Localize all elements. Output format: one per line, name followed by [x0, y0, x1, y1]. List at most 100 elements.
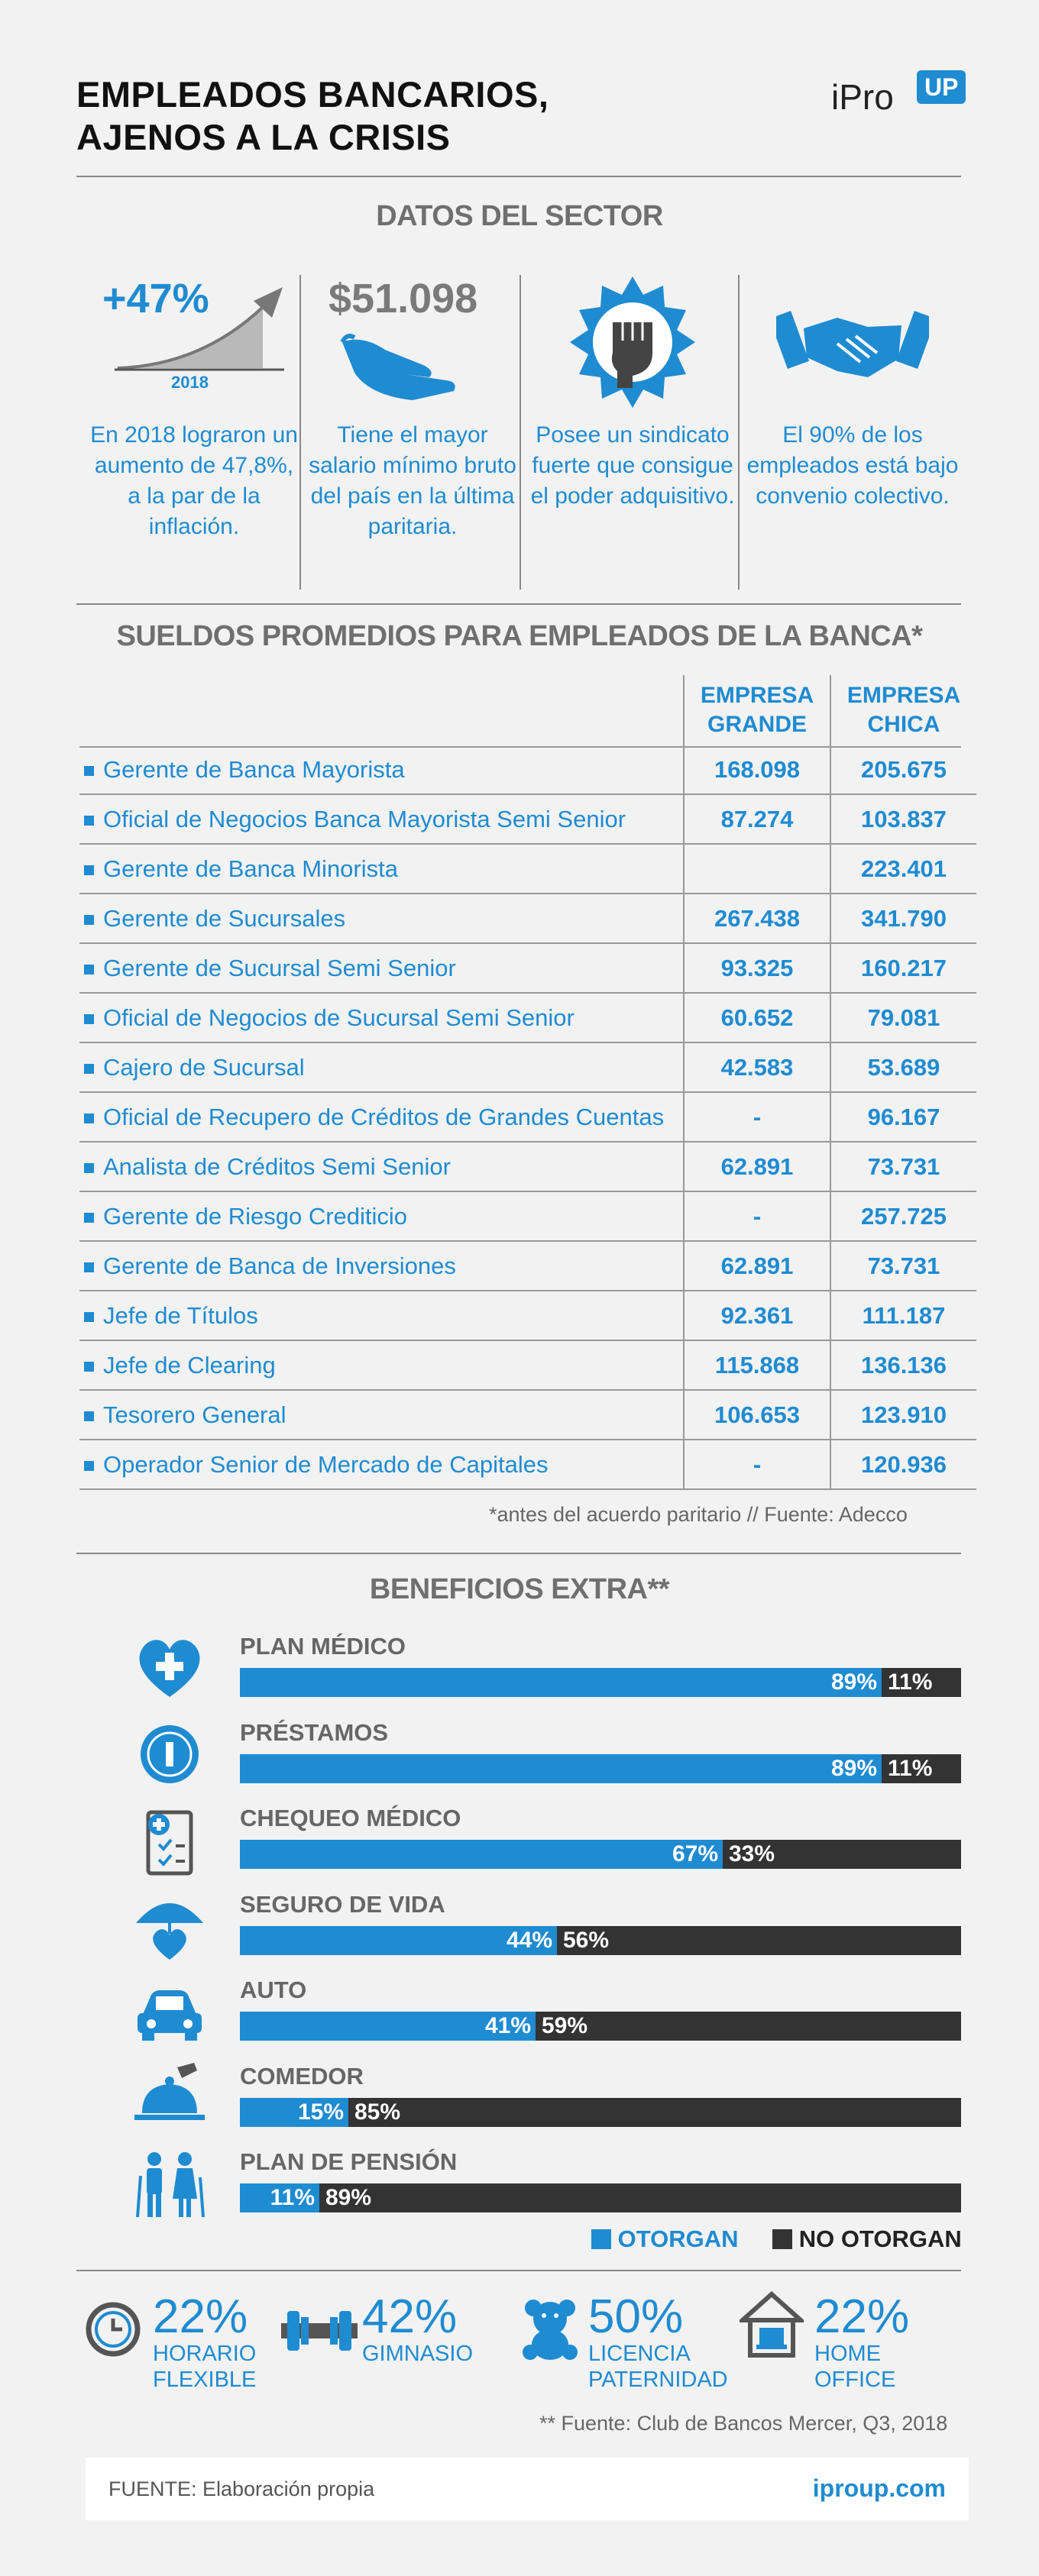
- title-line-2: AJENOS A LA CRISIS: [76, 117, 451, 157]
- salary-chica: 223.401: [830, 844, 976, 894]
- salary-value: $51.098: [329, 276, 478, 322]
- salary-grande: [683, 844, 830, 894]
- dumbbell-icon: [281, 2306, 358, 2355]
- sector-title: DATOS DEL SECTOR: [376, 200, 663, 232]
- footer-source: FUENTE: Elaboración propia: [108, 2477, 375, 2500]
- legend-yes: OTORGAN: [617, 2225, 739, 2252]
- table-row: Gerente de Banca de Inversiones 62.891 73.…: [79, 1241, 976, 1291]
- legend: OTORGAN NO OTORGAN: [591, 2225, 962, 2253]
- salary-grande: 42.583: [683, 1042, 830, 1093]
- growth-arrow-icon: [115, 287, 284, 371]
- bar-segment-otorgan: [240, 2183, 319, 2212]
- position-cell: Operador Senior de Mercado de Capitales: [79, 1440, 684, 1490]
- umbrella-heart-icon: [131, 1888, 208, 1964]
- salary-chica: 205.675: [830, 745, 976, 795]
- benefit-label: AUTO: [240, 1976, 307, 2003]
- bar-label-no-otorgan: 59%: [542, 2013, 588, 2038]
- salary-chica: 123.910: [830, 1390, 976, 1440]
- bullet-icon: [84, 1113, 94, 1123]
- benefit-bar: 89% 11%: [240, 1753, 961, 1783]
- position-label: Cajero de Sucursal: [103, 1053, 305, 1081]
- bullet-icon: [84, 1361, 94, 1372]
- footer-url[interactable]: iproup.com: [812, 2474, 946, 2502]
- benefit-label: CHEQUEO MÉDICO: [240, 1805, 461, 1831]
- table-row: Operador Senior de Mercado de Capitales -…: [79, 1440, 976, 1490]
- salary-chica: 73.731: [830, 1142, 976, 1192]
- bullet-icon: [84, 1460, 94, 1471]
- bullet-icon: [84, 1311, 94, 1322]
- table-row: Gerente de Sucursales 267.438 341.790: [79, 894, 976, 944]
- salary-grande: 106.653: [683, 1390, 830, 1440]
- salary-grande: 92.361: [683, 1291, 830, 1341]
- salary-grande: 87.274: [683, 794, 830, 845]
- bar-segment-otorgan: [240, 1668, 882, 1697]
- benefit-bar: 67% 33%: [240, 1840, 961, 1869]
- coin-icon: [131, 1716, 208, 1792]
- salary-chica: 160.217: [830, 943, 976, 994]
- benefit-label: PLAN MÉDICO: [240, 1633, 406, 1660]
- bullet-icon: [84, 1411, 94, 1421]
- bar-label-no-otorgan: 11%: [888, 1755, 933, 1781]
- car-icon: [131, 1973, 208, 2050]
- salary-grande: -: [683, 1191, 830, 1242]
- table-row: Gerente de Sucursal Semi Senior 93.325 160…: [79, 943, 976, 994]
- benefit-label: PRÉSTAMOS: [240, 1718, 389, 1746]
- table-row: Tesorero General 106.653 123.910: [79, 1390, 976, 1440]
- title-line-1: EMPLEADOS BANCARIOS,: [76, 74, 549, 115]
- position-label: Gerente de Banca Minorista: [103, 855, 398, 882]
- clock-icon: [83, 2299, 144, 2360]
- paternity-value: 50%: [588, 2290, 684, 2343]
- position-cell: Gerente de Sucursales: [79, 894, 684, 944]
- benefits-title: BENEFICIOS EXTRA**: [369, 1573, 670, 1605]
- raise-value: +47%: [102, 276, 209, 322]
- bullet-icon: [84, 1262, 94, 1272]
- position-cell: Gerente de Sucursal Semi Senior: [79, 943, 684, 994]
- position-label: Oficial de Negocios Banca Mayorista Semi…: [103, 805, 626, 832]
- salary-chica: 136.136: [830, 1340, 976, 1391]
- table-row: Oficial de Negocios de Sucursal Semi Sen…: [79, 993, 976, 1043]
- position-cell: Oficial de Recupero de Créditos de Grand…: [79, 1092, 684, 1143]
- position-label: Gerente de Riesgo Crediticio: [103, 1202, 408, 1230]
- position-label: Gerente de Banca de Inversiones: [103, 1252, 456, 1279]
- bar-label-no-otorgan: 85%: [354, 2099, 401, 2125]
- position-cell: Gerente de Riesgo Crediticio: [79, 1191, 684, 1242]
- salary-grande: 267.438: [683, 894, 830, 944]
- bar-segment-otorgan: [240, 1753, 882, 1783]
- bar-segment-otorgan: [240, 2012, 536, 2041]
- cloche-icon: [131, 2060, 208, 2136]
- extra-gym: 42% GIMNASIO: [362, 2293, 473, 2367]
- bar-label-otorgan: 44%: [506, 1927, 552, 1953]
- divider: [76, 176, 961, 177]
- divider: [299, 275, 301, 590]
- salary-chica: 53.689: [830, 1042, 976, 1093]
- salary-table-header: EMPRESA GRANDE EMPRESA CHICA: [79, 675, 976, 745]
- home-office-label-1: HOME: [814, 2342, 881, 2366]
- position-cell: Cajero de Sucursal: [79, 1042, 684, 1093]
- divider: [520, 275, 521, 590]
- col-header-chica: EMPRESA CHICA: [830, 675, 976, 745]
- bullet-icon: [84, 865, 94, 875]
- salary-chica: 73.731: [830, 1241, 976, 1291]
- bar-label-otorgan: 67%: [672, 1841, 718, 1867]
- position-label: Analista de Créditos Semi Senior: [103, 1152, 451, 1180]
- home-office-label-2: OFFICE: [814, 2368, 896, 2392]
- hand-icon: [340, 334, 455, 400]
- table-row: Gerente de Banca Minorista 223.401: [79, 844, 976, 894]
- bullet-icon: [84, 1013, 94, 1024]
- salary-grande: 115.868: [683, 1340, 830, 1391]
- clipboard-icon: [131, 1802, 208, 1878]
- flex-label-1: HORARIO: [153, 2342, 257, 2366]
- paternity-label-1: LICENCIA: [588, 2342, 691, 2366]
- salary-grande: 93.325: [683, 943, 830, 994]
- position-label: Gerente de Sucursal Semi Senior: [103, 954, 456, 981]
- bar-label-otorgan: 89%: [830, 1755, 877, 1781]
- flex-label-2: FLEXIBLE: [153, 2368, 257, 2392]
- paternity-label-2: PATERNIDAD: [588, 2368, 728, 2392]
- bar-label-otorgan: 41%: [484, 2013, 531, 2038]
- bullet-icon: [84, 1063, 94, 1074]
- position-label: Jefe de Títulos: [103, 1301, 258, 1329]
- handshake-icon: [776, 310, 929, 377]
- bar-segment-otorgan: [240, 1840, 723, 1869]
- divider: [76, 603, 961, 605]
- table-row: Oficial de Negocios Banca Mayorista Semi…: [79, 794, 976, 845]
